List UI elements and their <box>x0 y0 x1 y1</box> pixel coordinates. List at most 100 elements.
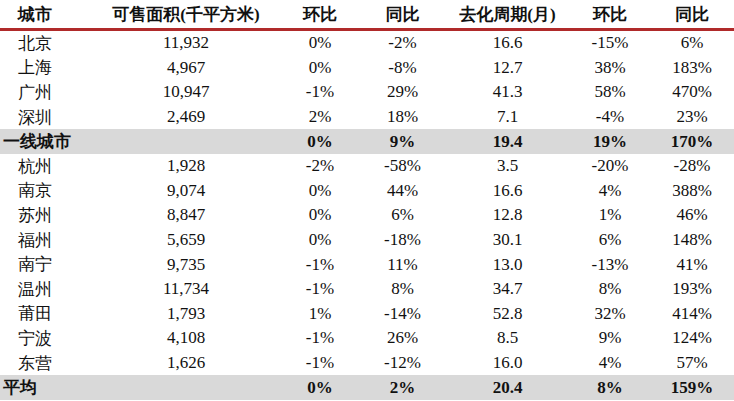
value-cell: 124% <box>650 326 734 351</box>
table-row: 广州10,947-1%29%41.358%470% <box>0 80 734 105</box>
column-header: 环比 <box>280 0 360 30</box>
value-cell: 8% <box>570 277 650 302</box>
value-cell: -1% <box>280 351 360 376</box>
value-cell: 9% <box>570 326 650 351</box>
value-cell: 1,928 <box>92 154 280 179</box>
value-cell: 32% <box>570 302 650 327</box>
city-cell: 宁波 <box>0 326 92 351</box>
value-cell: 12.7 <box>445 56 570 81</box>
value-cell: -28% <box>650 154 734 179</box>
value-cell: 8.5 <box>445 326 570 351</box>
table-row: 深圳2,4692%18%7.1-4%23% <box>0 105 734 130</box>
value-cell: 8% <box>570 375 650 400</box>
city-cell: 莆田 <box>0 302 92 327</box>
value-cell: 1% <box>570 203 650 228</box>
value-cell: 19% <box>570 129 650 154</box>
value-cell: -15% <box>570 30 650 56</box>
value-cell: 2% <box>360 375 445 400</box>
value-cell: 57% <box>650 351 734 376</box>
value-cell: -20% <box>570 154 650 179</box>
value-cell: 4,967 <box>92 56 280 81</box>
city-cell: 上海 <box>0 56 92 81</box>
value-cell: -1% <box>280 252 360 277</box>
table-body: 北京11,9320%-2%16.6-15%6%上海4,9670%-8%12.73… <box>0 30 734 400</box>
table-row: 苏州8,8470%6%12.81%46% <box>0 203 734 228</box>
column-header: 去化周期(月) <box>445 0 570 30</box>
city-cell: 广州 <box>0 80 92 105</box>
value-cell: -13% <box>570 252 650 277</box>
city-cell: 温州 <box>0 277 92 302</box>
value-cell: -1% <box>280 80 360 105</box>
table-row: 杭州1,928-2%-58%3.5-20%-28% <box>0 154 734 179</box>
value-cell: 470% <box>650 80 734 105</box>
value-cell: 0% <box>280 179 360 204</box>
value-cell: 0% <box>280 56 360 81</box>
table-row: 温州11,734-1%8%34.78%193% <box>0 277 734 302</box>
value-cell: -2% <box>360 30 445 56</box>
value-cell: 414% <box>650 302 734 327</box>
value-cell: 0% <box>280 375 360 400</box>
value-cell: 12.8 <box>445 203 570 228</box>
value-cell: 30.1 <box>445 228 570 253</box>
city-cell: 一线城市 <box>0 129 92 154</box>
value-cell: 6% <box>570 228 650 253</box>
city-cell: 南京 <box>0 179 92 204</box>
value-cell: 7.1 <box>445 105 570 130</box>
value-cell: 11% <box>360 252 445 277</box>
value-cell: 1% <box>280 302 360 327</box>
table-row: 南宁9,735-1%11%13.0-13%41% <box>0 252 734 277</box>
value-cell: 8,847 <box>92 203 280 228</box>
value-cell: 34.7 <box>445 277 570 302</box>
value-cell: 4% <box>570 179 650 204</box>
table-row: 东营1,626-1%-12%16.04%57% <box>0 351 734 376</box>
table-row: 上海4,9670%-8%12.738%183% <box>0 56 734 81</box>
city-cell: 平均 <box>0 375 92 400</box>
column-header: 可售面积(千平方米) <box>92 0 280 30</box>
city-cell: 苏州 <box>0 203 92 228</box>
value-cell: 20.4 <box>445 375 570 400</box>
city-cell: 杭州 <box>0 154 92 179</box>
value-cell: -4% <box>570 105 650 130</box>
value-cell: 19.4 <box>445 129 570 154</box>
city-cell: 东营 <box>0 351 92 376</box>
value-cell: 0% <box>280 228 360 253</box>
column-header: 同比 <box>650 0 734 30</box>
value-cell: 148% <box>650 228 734 253</box>
value-cell: -8% <box>360 56 445 81</box>
value-cell: 16.6 <box>445 179 570 204</box>
city-inventory-table: 城市可售面积(千平方米)环比同比去化周期(月)环比同比 北京11,9320%-2… <box>0 0 734 400</box>
value-cell: 9% <box>360 129 445 154</box>
city-cell: 南宁 <box>0 252 92 277</box>
value-cell: 5,659 <box>92 228 280 253</box>
summary-row: 平均 0%2%20.48%159% <box>0 375 734 400</box>
header-row: 城市可售面积(千平方米)环比同比去化周期(月)环比同比 <box>0 0 734 30</box>
value-cell: 8% <box>360 277 445 302</box>
value-cell: -2% <box>280 154 360 179</box>
value-cell: 159% <box>650 375 734 400</box>
value-cell: 10,947 <box>92 80 280 105</box>
value-cell: 18% <box>360 105 445 130</box>
value-cell: 26% <box>360 326 445 351</box>
value-cell: 58% <box>570 80 650 105</box>
city-cell: 北京 <box>0 30 92 56</box>
value-cell: 1,626 <box>92 351 280 376</box>
value-cell: -58% <box>360 154 445 179</box>
value-cell: 11,734 <box>92 277 280 302</box>
table-row: 莆田1,7931%-14%52.832%414% <box>0 302 734 327</box>
value-cell: 193% <box>650 277 734 302</box>
value-cell: 46% <box>650 203 734 228</box>
table-row: 宁波4,108-1%26%8.59%124% <box>0 326 734 351</box>
value-cell: 0% <box>280 203 360 228</box>
value-cell: 2,469 <box>92 105 280 130</box>
value-cell: 38% <box>570 56 650 81</box>
column-header: 同比 <box>360 0 445 30</box>
city-cell: 福州 <box>0 228 92 253</box>
value-cell: 0% <box>280 30 360 56</box>
value-cell: 9,074 <box>92 179 280 204</box>
value-cell: 4,108 <box>92 326 280 351</box>
table-row: 南京9,0740%44%16.64%388% <box>0 179 734 204</box>
city-cell: 深圳 <box>0 105 92 130</box>
value-cell: 29% <box>360 80 445 105</box>
value-cell: 23% <box>650 105 734 130</box>
table-row: 福州5,6590%-18%30.16%148% <box>0 228 734 253</box>
